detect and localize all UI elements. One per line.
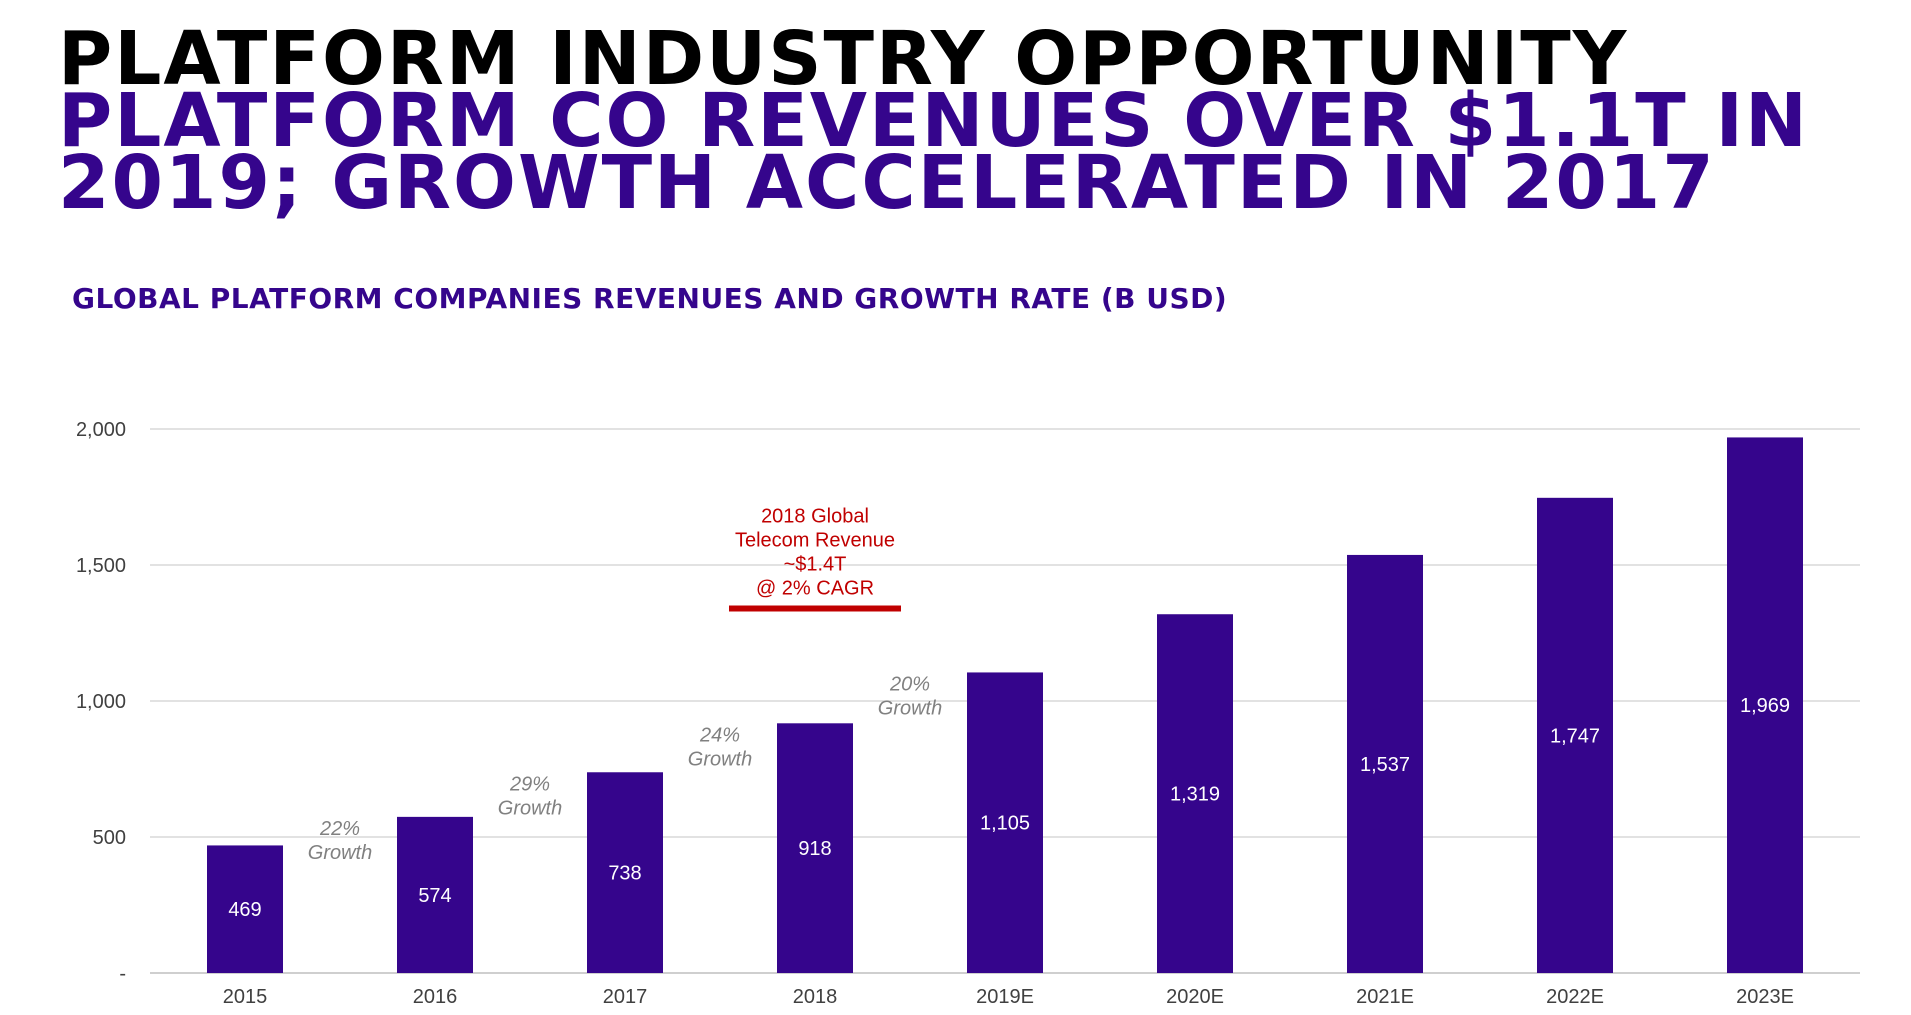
bar <box>1347 554 1423 973</box>
y-tick-label: 1,500 <box>76 555 126 577</box>
growth-rate-label: 24% <box>699 724 740 746</box>
x-tick-label: 2018 <box>793 986 838 1008</box>
growth-rate-label: 22% <box>319 818 360 840</box>
x-tick-label: 2023E <box>1736 986 1794 1008</box>
growth-word-label: Growth <box>688 748 752 770</box>
bar-value-label: 1,319 <box>1170 784 1220 806</box>
x-tick-label: 2016 <box>413 986 458 1008</box>
growth-word-label: Growth <box>498 797 562 819</box>
callout-text-line: @ 2% CAGR <box>756 578 874 600</box>
bar <box>967 672 1043 973</box>
bar-value-label: 1,969 <box>1740 695 1790 717</box>
callout-text-line: ~$1.4T <box>784 554 847 576</box>
y-tick-label: - <box>119 963 126 985</box>
bar-value-label: 738 <box>608 863 641 885</box>
bar-value-label: 574 <box>418 885 451 907</box>
x-tick-label: 2021E <box>1356 986 1414 1008</box>
growth-word-label: Growth <box>308 842 372 864</box>
bar-value-label: 918 <box>798 838 831 860</box>
bar-value-label: 1,105 <box>980 813 1030 835</box>
title-block: PLATFORM INDUSTRY OPPORTUNITY PLATFORM C… <box>58 16 1878 226</box>
growth-word-label: Growth <box>878 697 942 719</box>
page-subtitle-line-1: PLATFORM CO REVENUES OVER $1.1T IN <box>58 78 1809 164</box>
y-tick-label: 500 <box>93 827 126 849</box>
bar <box>397 816 473 973</box>
bar <box>777 723 853 973</box>
page-title: PLATFORM INDUSTRY OPPORTUNITY <box>58 16 1629 102</box>
bar <box>587 772 663 973</box>
x-tick-label: 2022E <box>1546 986 1604 1008</box>
bar <box>207 845 283 973</box>
y-tick-label: 2,000 <box>76 419 126 441</box>
bar-value-label: 469 <box>228 899 261 921</box>
bar <box>1727 437 1803 973</box>
chart-title: GLOBAL PLATFORM COMPANIES REVENUES AND G… <box>72 282 1228 315</box>
callout-text-line: 2018 Global <box>761 506 869 528</box>
bar <box>1157 614 1233 973</box>
y-tick-label: 1,000 <box>76 691 126 713</box>
x-tick-label: 2020E <box>1166 986 1224 1008</box>
x-tick-label: 2019E <box>976 986 1034 1008</box>
callout-text-line: Telecom Revenue <box>735 530 895 552</box>
bar-value-label: 1,537 <box>1360 754 1410 776</box>
x-tick-label: 2015 <box>223 986 268 1008</box>
page-subtitle-line-2: 2019; GROWTH ACCELERATED IN 2017 <box>58 140 1716 226</box>
bar-value-label: 1,747 <box>1550 725 1600 747</box>
growth-rate-label: 29% <box>509 773 550 795</box>
growth-rate-label: 20% <box>889 673 930 695</box>
bar <box>1537 497 1613 973</box>
x-tick-label: 2017 <box>603 986 648 1008</box>
